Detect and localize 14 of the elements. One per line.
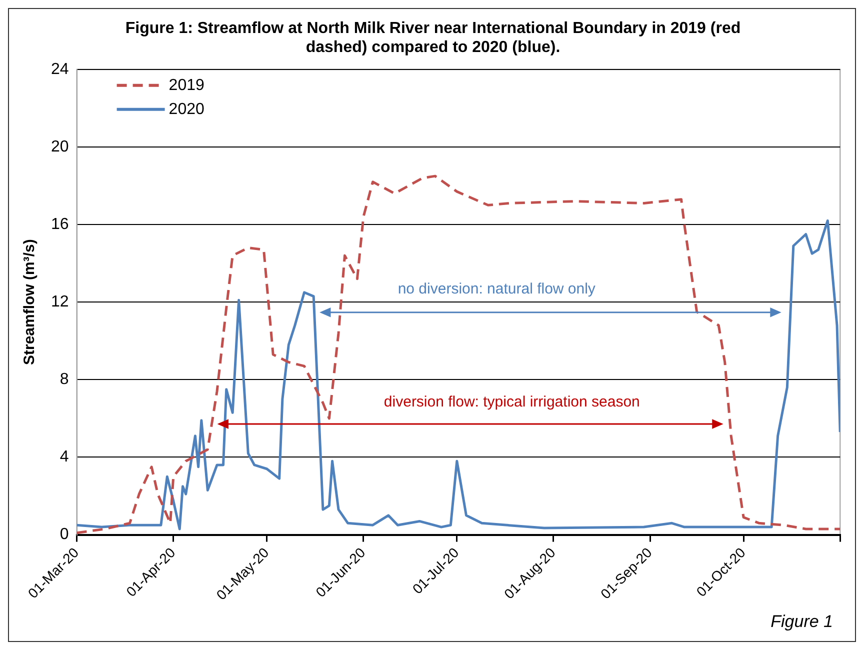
y-tick-label: 20	[51, 138, 69, 156]
y-tick-label: 4	[60, 448, 69, 466]
y-tick-label: 8	[60, 371, 69, 388]
legend-label: 2020	[168, 100, 204, 118]
chart-title: Figure 1: Streamflow at North Milk River near International Boundary in 2019 (red dashed) compared to 2020 (blue).	[125, 20, 741, 56]
legend-label: 2019	[168, 76, 204, 94]
y-tick-label: 16	[51, 216, 69, 233]
annotation: diversion flow: typical irrigation season	[384, 393, 640, 410]
annotation: no diversion: natural flow only	[398, 280, 596, 298]
y-axis-title: Streamflow (m³/s)	[21, 239, 38, 366]
y-tick-label: 0	[60, 526, 69, 544]
y-tick-label: 24	[51, 60, 69, 78]
caption: Figure 1	[770, 612, 833, 632]
y-tick-label: 12	[51, 294, 69, 311]
